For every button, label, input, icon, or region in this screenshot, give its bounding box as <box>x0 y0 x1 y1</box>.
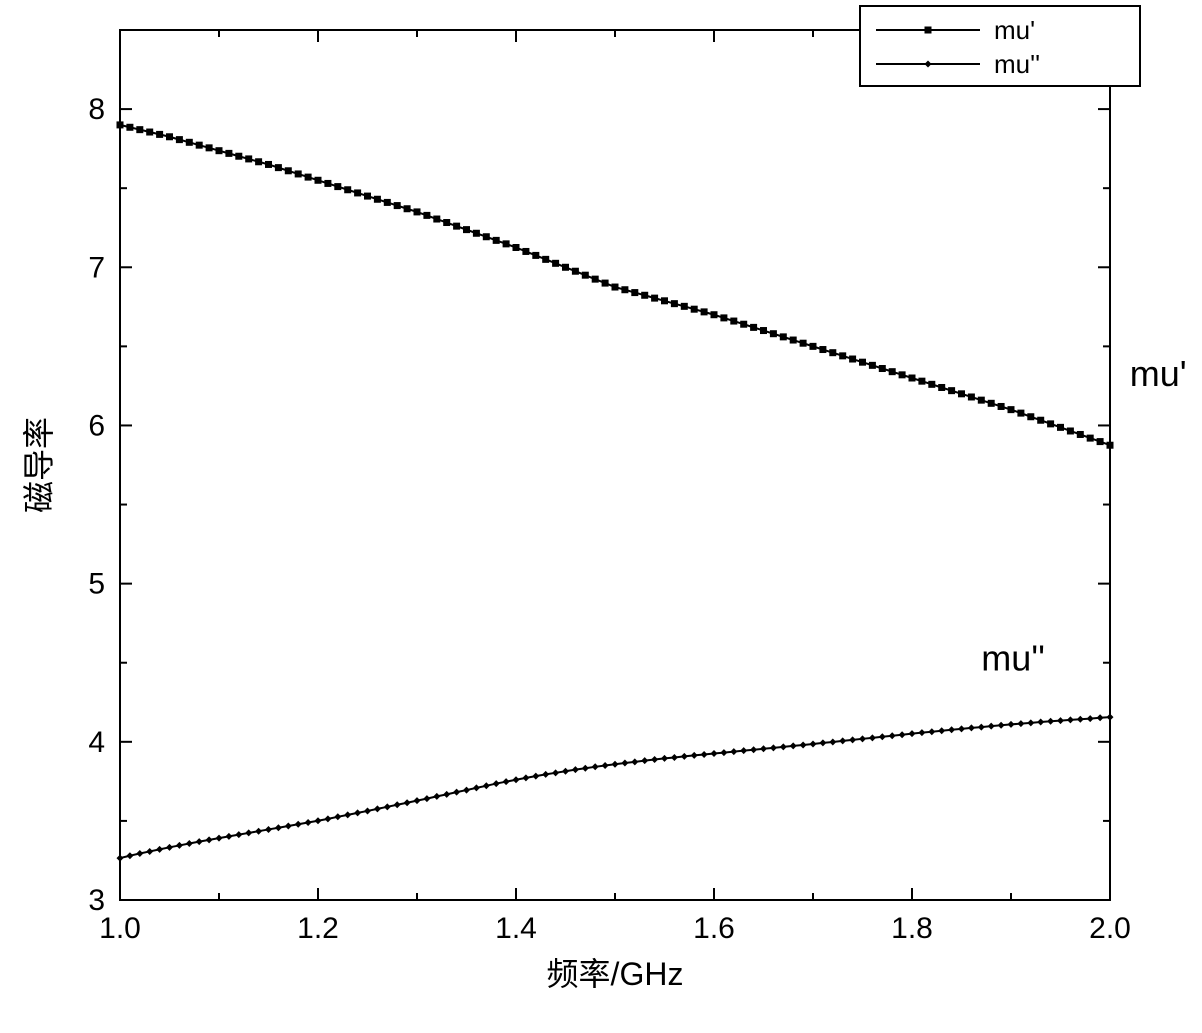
y-tick-label: 4 <box>88 726 105 759</box>
x-tick-label: 1.0 <box>99 912 141 945</box>
x-tick-label: 2.0 <box>1089 912 1131 945</box>
x-tick-label: 1.2 <box>297 912 339 945</box>
x-axis-label: 频率/GHz <box>547 956 684 992</box>
y-axis-label: 磁导率 <box>21 417 57 513</box>
y-tick-label: 5 <box>88 568 105 601</box>
legend-item-label: mu'' <box>994 49 1040 79</box>
chart-container: 1.0 1.2 1.4 1.6 1.8 2.0 3 4 5 6 7 8 频率/GHz 磁导率 mu' mu''… <box>0 0 1202 1033</box>
y-tick-label: 3 <box>88 884 105 917</box>
x-tick-label: 1.8 <box>891 912 933 945</box>
y-tick-label: 8 <box>88 93 105 126</box>
y-tick-label: 6 <box>88 409 105 442</box>
series-annotation: mu'' <box>981 638 1045 679</box>
x-tick-label: 1.4 <box>495 912 537 945</box>
legend-item-label: mu' <box>994 15 1035 45</box>
x-tick-label: 1.6 <box>693 912 735 945</box>
legend: mu' mu'' <box>860 6 1140 86</box>
series-annotation: mu' <box>1130 353 1187 394</box>
y-tick-label: 7 <box>88 251 105 284</box>
permeability-chart: 1.0 1.2 1.4 1.6 1.8 2.0 3 4 5 6 7 8 频率/GHz 磁导率 mu' mu''… <box>0 0 1202 1033</box>
